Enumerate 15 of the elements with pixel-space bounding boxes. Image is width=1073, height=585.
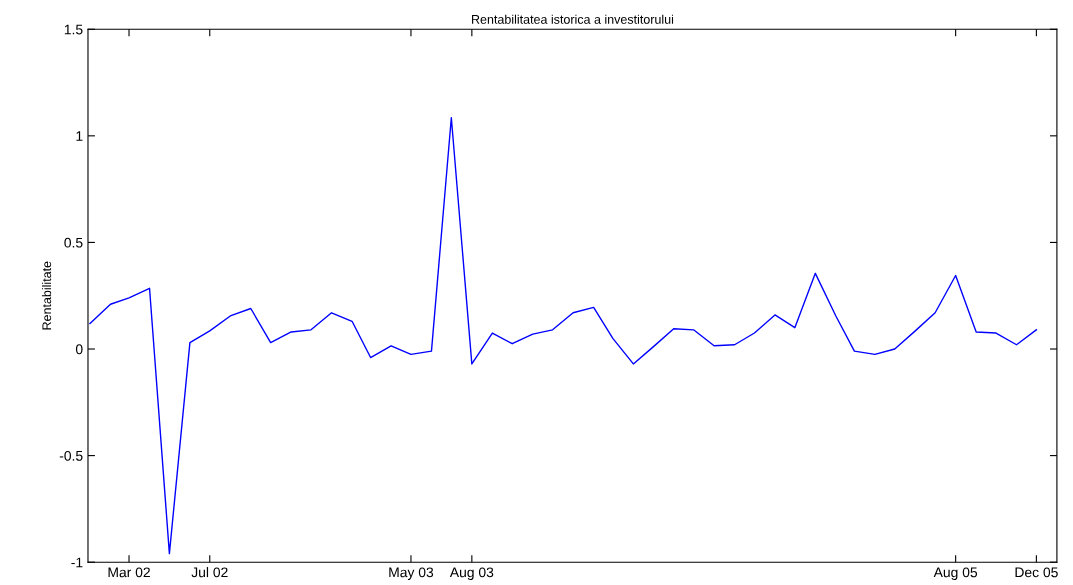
y-tick-label: 1	[76, 131, 83, 141]
y-tick-label: -0.5	[59, 450, 83, 461]
x-tick-label: Dec 05	[1015, 567, 1058, 578]
x-tick-label: Aug 05	[933, 567, 978, 580]
y-axis-title: Rentabilitate	[41, 261, 52, 330]
y-tick-label: 1.5	[64, 24, 83, 35]
chart-title: Rentabilitatea istorica a investitorului	[472, 14, 674, 24]
y-tick-label: -1	[71, 557, 83, 568]
x-tick-label: Aug 03	[449, 567, 494, 580]
y-tick-label: 0.5	[64, 237, 83, 248]
x-tick-label: May 03	[389, 567, 434, 580]
x-tick-label: Mar 02	[108, 567, 150, 578]
line-series	[89, 117, 1038, 555]
x-tick-label: Jul 02	[191, 567, 228, 578]
y-tick-label: 0	[75, 344, 83, 355]
